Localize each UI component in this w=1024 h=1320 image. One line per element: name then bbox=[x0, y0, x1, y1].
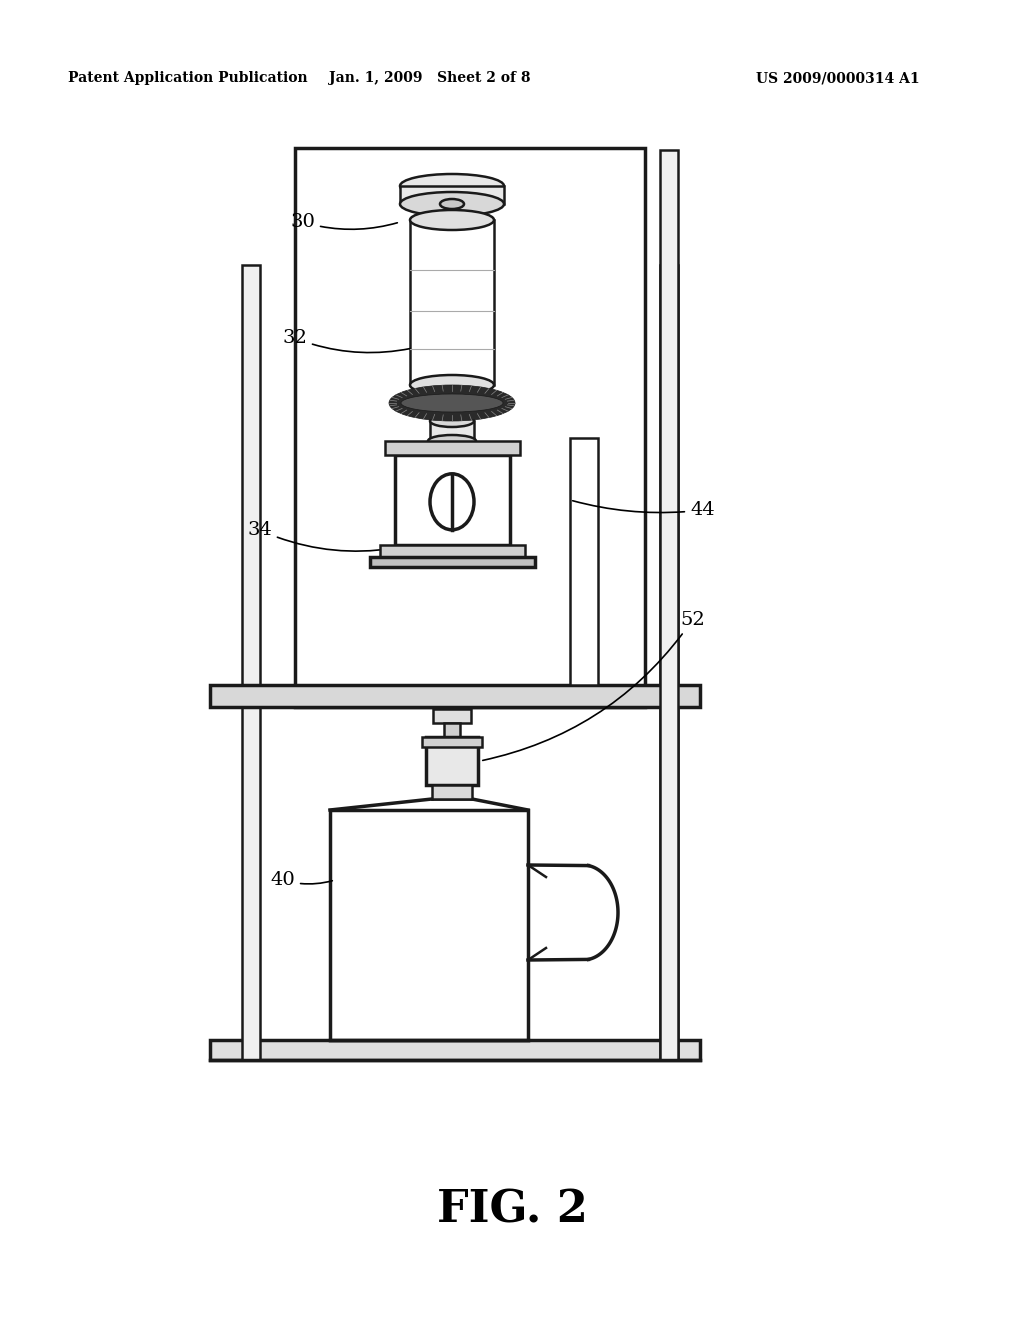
Bar bbox=[433, 709, 471, 723]
Text: US 2009/0000314 A1: US 2009/0000314 A1 bbox=[757, 71, 920, 84]
Bar bbox=[384, 441, 519, 455]
Ellipse shape bbox=[400, 174, 504, 198]
Text: FIG. 2: FIG. 2 bbox=[436, 1188, 588, 1232]
Bar bbox=[295, 148, 645, 708]
Text: 34: 34 bbox=[247, 521, 392, 552]
Bar bbox=[570, 438, 598, 685]
Text: 44: 44 bbox=[572, 500, 715, 519]
Ellipse shape bbox=[410, 375, 494, 395]
Ellipse shape bbox=[410, 210, 494, 230]
Text: 32: 32 bbox=[283, 329, 411, 352]
Bar bbox=[242, 265, 260, 1060]
Bar bbox=[444, 723, 460, 737]
Bar bbox=[660, 150, 678, 1060]
Bar bbox=[330, 810, 528, 1040]
Ellipse shape bbox=[389, 385, 515, 421]
Text: 30: 30 bbox=[290, 213, 397, 231]
Ellipse shape bbox=[430, 474, 474, 529]
Bar bbox=[410, 220, 494, 385]
Bar bbox=[210, 1040, 700, 1060]
Bar bbox=[400, 186, 504, 205]
Text: 40: 40 bbox=[270, 871, 333, 888]
Bar bbox=[394, 455, 510, 545]
Ellipse shape bbox=[428, 436, 476, 447]
Text: 52: 52 bbox=[482, 611, 705, 760]
Ellipse shape bbox=[401, 393, 503, 412]
Bar bbox=[442, 205, 462, 220]
Bar bbox=[432, 785, 472, 799]
Bar bbox=[380, 545, 524, 557]
Bar bbox=[210, 685, 700, 708]
Bar bbox=[422, 737, 482, 747]
Ellipse shape bbox=[440, 199, 464, 209]
Bar bbox=[370, 557, 535, 568]
Ellipse shape bbox=[400, 191, 504, 216]
Bar bbox=[660, 265, 678, 1060]
Bar bbox=[430, 421, 474, 441]
Text: Patent Application Publication: Patent Application Publication bbox=[68, 71, 307, 84]
Ellipse shape bbox=[430, 414, 474, 426]
Ellipse shape bbox=[439, 215, 465, 224]
Text: Jan. 1, 2009   Sheet 2 of 8: Jan. 1, 2009 Sheet 2 of 8 bbox=[330, 71, 530, 84]
Bar bbox=[426, 737, 478, 785]
